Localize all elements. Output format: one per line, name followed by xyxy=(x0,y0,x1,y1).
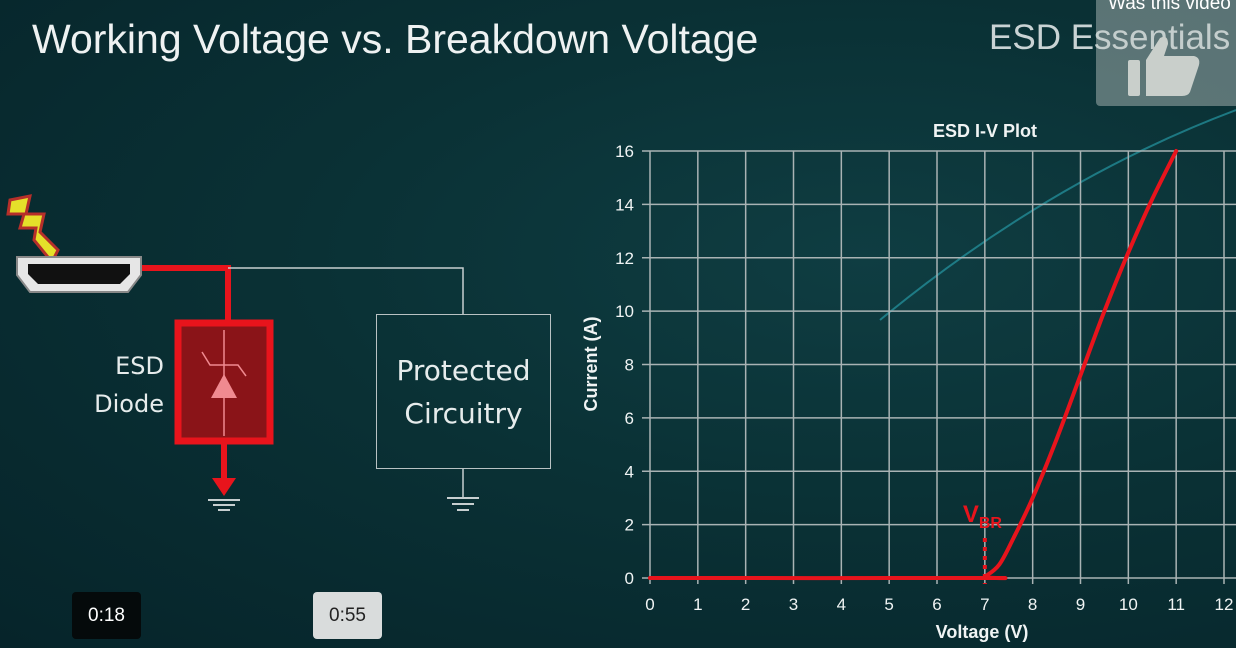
feedback-text: Was this video helpful? xyxy=(1108,0,1236,14)
tvs-diode-icon xyxy=(201,330,247,436)
x-axis-label: Voltage (V) xyxy=(936,622,1029,642)
y-tick-label: 6 xyxy=(625,409,634,428)
protected-circuitry-box: Protected Circuitry xyxy=(376,314,551,469)
x-tick-label: 7 xyxy=(980,595,989,614)
signal-line xyxy=(228,267,464,314)
ground-icon xyxy=(447,497,479,511)
y-tick-label: 16 xyxy=(615,142,634,161)
slide-title: Working Voltage vs. Breakdown Voltage xyxy=(32,16,759,62)
current-time-badge: 0:18 xyxy=(72,592,141,639)
decorative-arc xyxy=(879,109,1236,321)
arrow-head xyxy=(212,478,236,496)
x-tick-label: 5 xyxy=(884,595,893,614)
x-tick-label: 3 xyxy=(789,595,798,614)
y-tick-label: 10 xyxy=(615,302,634,321)
chart-title: ESD I-V Plot xyxy=(933,121,1037,141)
y-tick-label: 0 xyxy=(625,569,634,588)
current-path xyxy=(142,265,231,322)
brand-title: ESD Essentials xyxy=(989,18,1231,57)
x-tick-label: 9 xyxy=(1076,595,1085,614)
hover-time-badge: 0:55 xyxy=(313,592,382,639)
x-tick-label: 10 xyxy=(1119,595,1138,614)
ground-icon xyxy=(208,499,240,511)
circuit-diagram xyxy=(6,194,479,511)
x-tick-label: 8 xyxy=(1028,595,1037,614)
thumbs-up-icon[interactable] xyxy=(1128,34,1203,99)
circuitry-label: Circuitry xyxy=(404,396,523,430)
lightning-bolt-icon xyxy=(6,194,60,265)
feedback-overlay[interactable]: Was this video helpful? xyxy=(1096,0,1236,106)
x-tick-label: 1 xyxy=(693,595,702,614)
y-tick-label: 12 xyxy=(615,249,634,268)
protected-label: Protected xyxy=(396,353,531,387)
y-tick-label: 8 xyxy=(625,356,634,375)
x-tick-label: 4 xyxy=(837,595,846,614)
diode-label: Diode xyxy=(94,390,164,418)
y-tick-label: 2 xyxy=(625,516,634,535)
iv-curve xyxy=(648,149,1179,581)
y-tick-label: 14 xyxy=(615,195,634,214)
hdmi-connector-icon xyxy=(16,256,142,293)
x-tick-label: 11 xyxy=(1167,595,1185,614)
vbr-label: VBR xyxy=(963,501,1003,532)
x-tick-label: 6 xyxy=(932,595,941,614)
x-tick-label: 0 xyxy=(645,595,654,614)
esd-label: ESD xyxy=(115,352,164,380)
y-axis-label: Current (A) xyxy=(581,317,601,412)
x-tick-label: 2 xyxy=(741,595,750,614)
y-tick-label: 4 xyxy=(625,462,634,481)
x-tick-label: 12 xyxy=(1215,595,1234,614)
